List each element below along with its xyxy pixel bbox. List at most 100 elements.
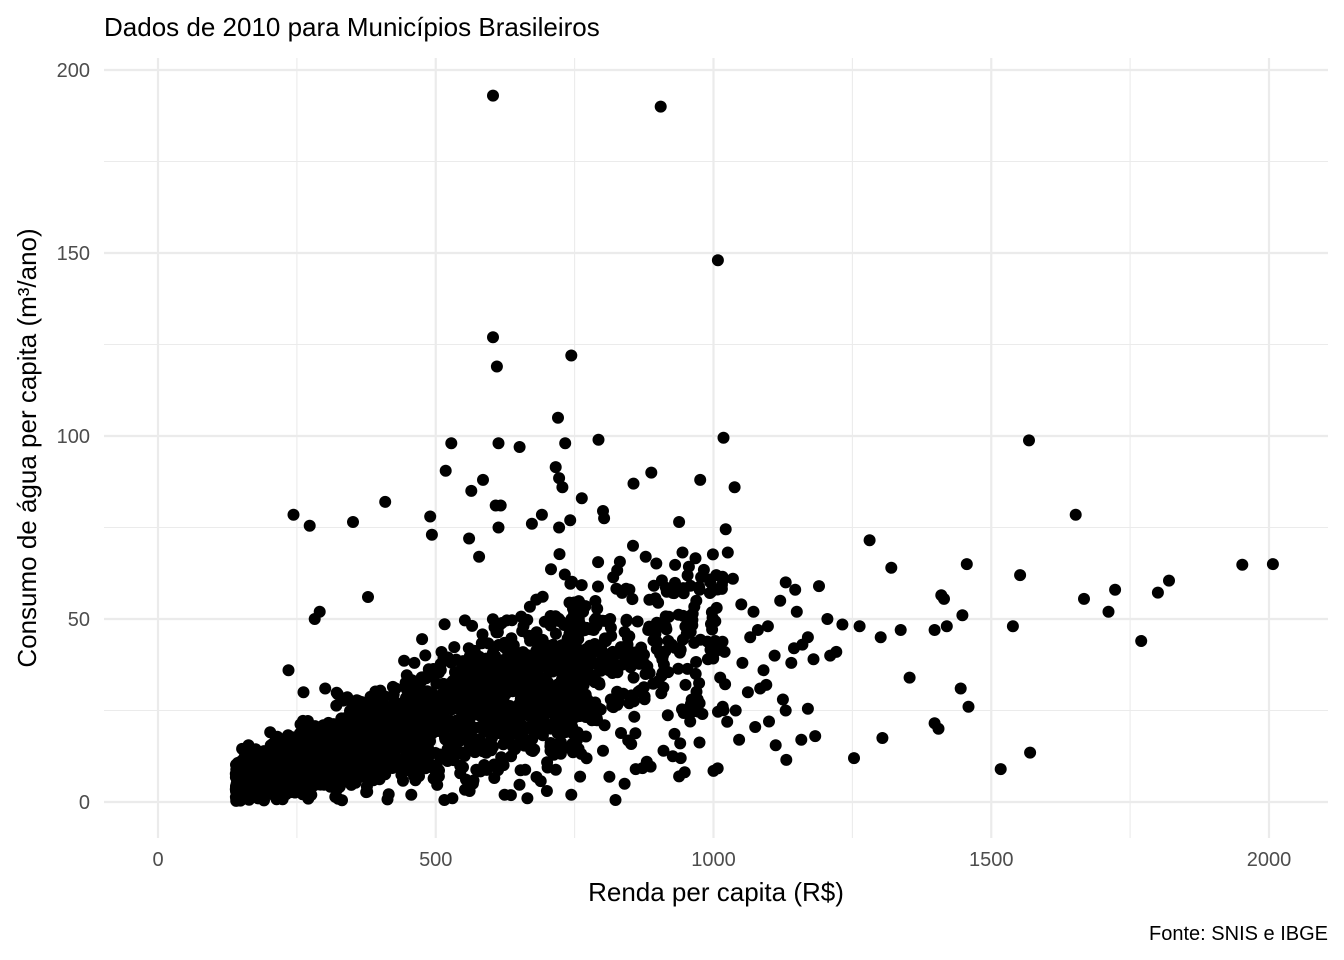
scatter-point — [287, 508, 300, 521]
x-tick-label: 2000 — [1247, 849, 1292, 871]
scatter-point — [539, 717, 552, 730]
scatter-point — [679, 678, 692, 691]
scatter-point — [728, 481, 741, 494]
scatter-point — [693, 736, 706, 749]
scatter-point — [836, 618, 849, 631]
scatter-point — [414, 724, 427, 737]
scatter-point — [379, 755, 392, 768]
scatter-point — [626, 593, 639, 606]
scatter-point — [588, 614, 601, 626]
scatter-point — [694, 473, 707, 486]
scatter-point — [705, 586, 718, 598]
scatter-point — [549, 461, 562, 474]
scatter-point — [444, 689, 457, 702]
scatter-point — [714, 671, 727, 684]
scatter-point — [1023, 434, 1035, 447]
scatter-point — [466, 701, 479, 714]
scatter-point — [335, 771, 348, 784]
scatter-point — [627, 695, 640, 708]
scatter-point — [552, 411, 564, 424]
scatter-point — [676, 546, 689, 559]
scatter-point — [706, 548, 719, 561]
scatter-point — [530, 626, 543, 639]
scatter-point — [519, 763, 532, 776]
scatter-point — [347, 718, 360, 731]
scatter-point — [592, 580, 604, 593]
x-tick-label: 500 — [419, 849, 452, 871]
scatter-point — [789, 583, 802, 596]
y-axis-title: Consumo de água per capita (m³/ano) — [12, 228, 42, 667]
scatter-point — [598, 719, 611, 732]
scatter-point — [486, 672, 499, 685]
scatter-point — [627, 539, 639, 552]
scatter-point — [719, 523, 732, 536]
scatter-point — [497, 738, 510, 751]
scatter-point — [476, 686, 489, 699]
scatter-point — [533, 689, 546, 702]
scatter-point — [410, 770, 423, 783]
scatter-point — [1109, 583, 1122, 596]
y-tick-label: 100 — [57, 426, 90, 448]
scatter-point — [250, 760, 263, 773]
scatter-point — [620, 613, 633, 626]
scatter-point — [262, 782, 275, 795]
scatter-point — [769, 739, 782, 752]
scatter-point — [393, 705, 405, 718]
scatter-point — [501, 644, 514, 657]
scatter-point — [574, 667, 587, 680]
scatter-point — [367, 735, 380, 748]
scatter-point — [795, 733, 808, 746]
scatter-point — [715, 582, 728, 595]
scatter-point — [674, 737, 687, 750]
scatter-point — [282, 664, 295, 677]
scatter-point — [398, 654, 411, 667]
scatter-point — [726, 572, 739, 585]
scatter-point — [741, 686, 754, 699]
scatter-point — [264, 739, 277, 752]
scatter-point — [903, 671, 916, 684]
scatter-point — [434, 664, 447, 676]
scatter-point — [629, 763, 642, 776]
scatter-point — [575, 492, 588, 505]
scatter-point — [485, 739, 498, 752]
scatter-point — [638, 648, 650, 661]
scatter-point — [689, 667, 702, 680]
scatter-point — [551, 727, 564, 740]
scatter-point — [462, 664, 475, 677]
scatter-point — [402, 763, 415, 776]
scatter-point — [575, 579, 588, 592]
scatter-point — [354, 697, 366, 710]
scatter-point — [510, 701, 523, 714]
scatter-point — [684, 698, 697, 711]
scatter-point — [639, 550, 652, 563]
scatter-point — [701, 653, 714, 666]
scatter-point — [588, 702, 601, 715]
scatter-point — [553, 548, 566, 561]
scatter-point — [360, 786, 373, 799]
scatter-point — [473, 550, 486, 563]
scatter-point — [706, 611, 719, 624]
scatter-point — [335, 717, 347, 730]
scatter-point — [1135, 635, 1148, 647]
scatter-point — [661, 709, 674, 722]
scatter-point — [540, 785, 553, 797]
scatter-point — [405, 788, 418, 801]
scatter-point — [505, 657, 518, 670]
scatter-point — [673, 770, 686, 783]
scatter-point — [280, 760, 293, 772]
scatter-point — [334, 754, 347, 767]
scatter-point — [330, 686, 343, 699]
scatter-point — [515, 610, 528, 623]
scatter-point — [457, 761, 469, 774]
scatter-point — [303, 519, 316, 532]
scatter-point — [801, 702, 814, 715]
scatter-point — [645, 466, 658, 479]
scatter-point — [638, 657, 651, 670]
scatter-point — [389, 682, 402, 695]
scatter-point — [788, 642, 800, 655]
scatter-point — [707, 764, 720, 777]
scatter-point — [506, 713, 519, 726]
scatter-point — [492, 437, 505, 450]
scatter-point — [535, 508, 548, 521]
scatter-point — [747, 605, 760, 618]
